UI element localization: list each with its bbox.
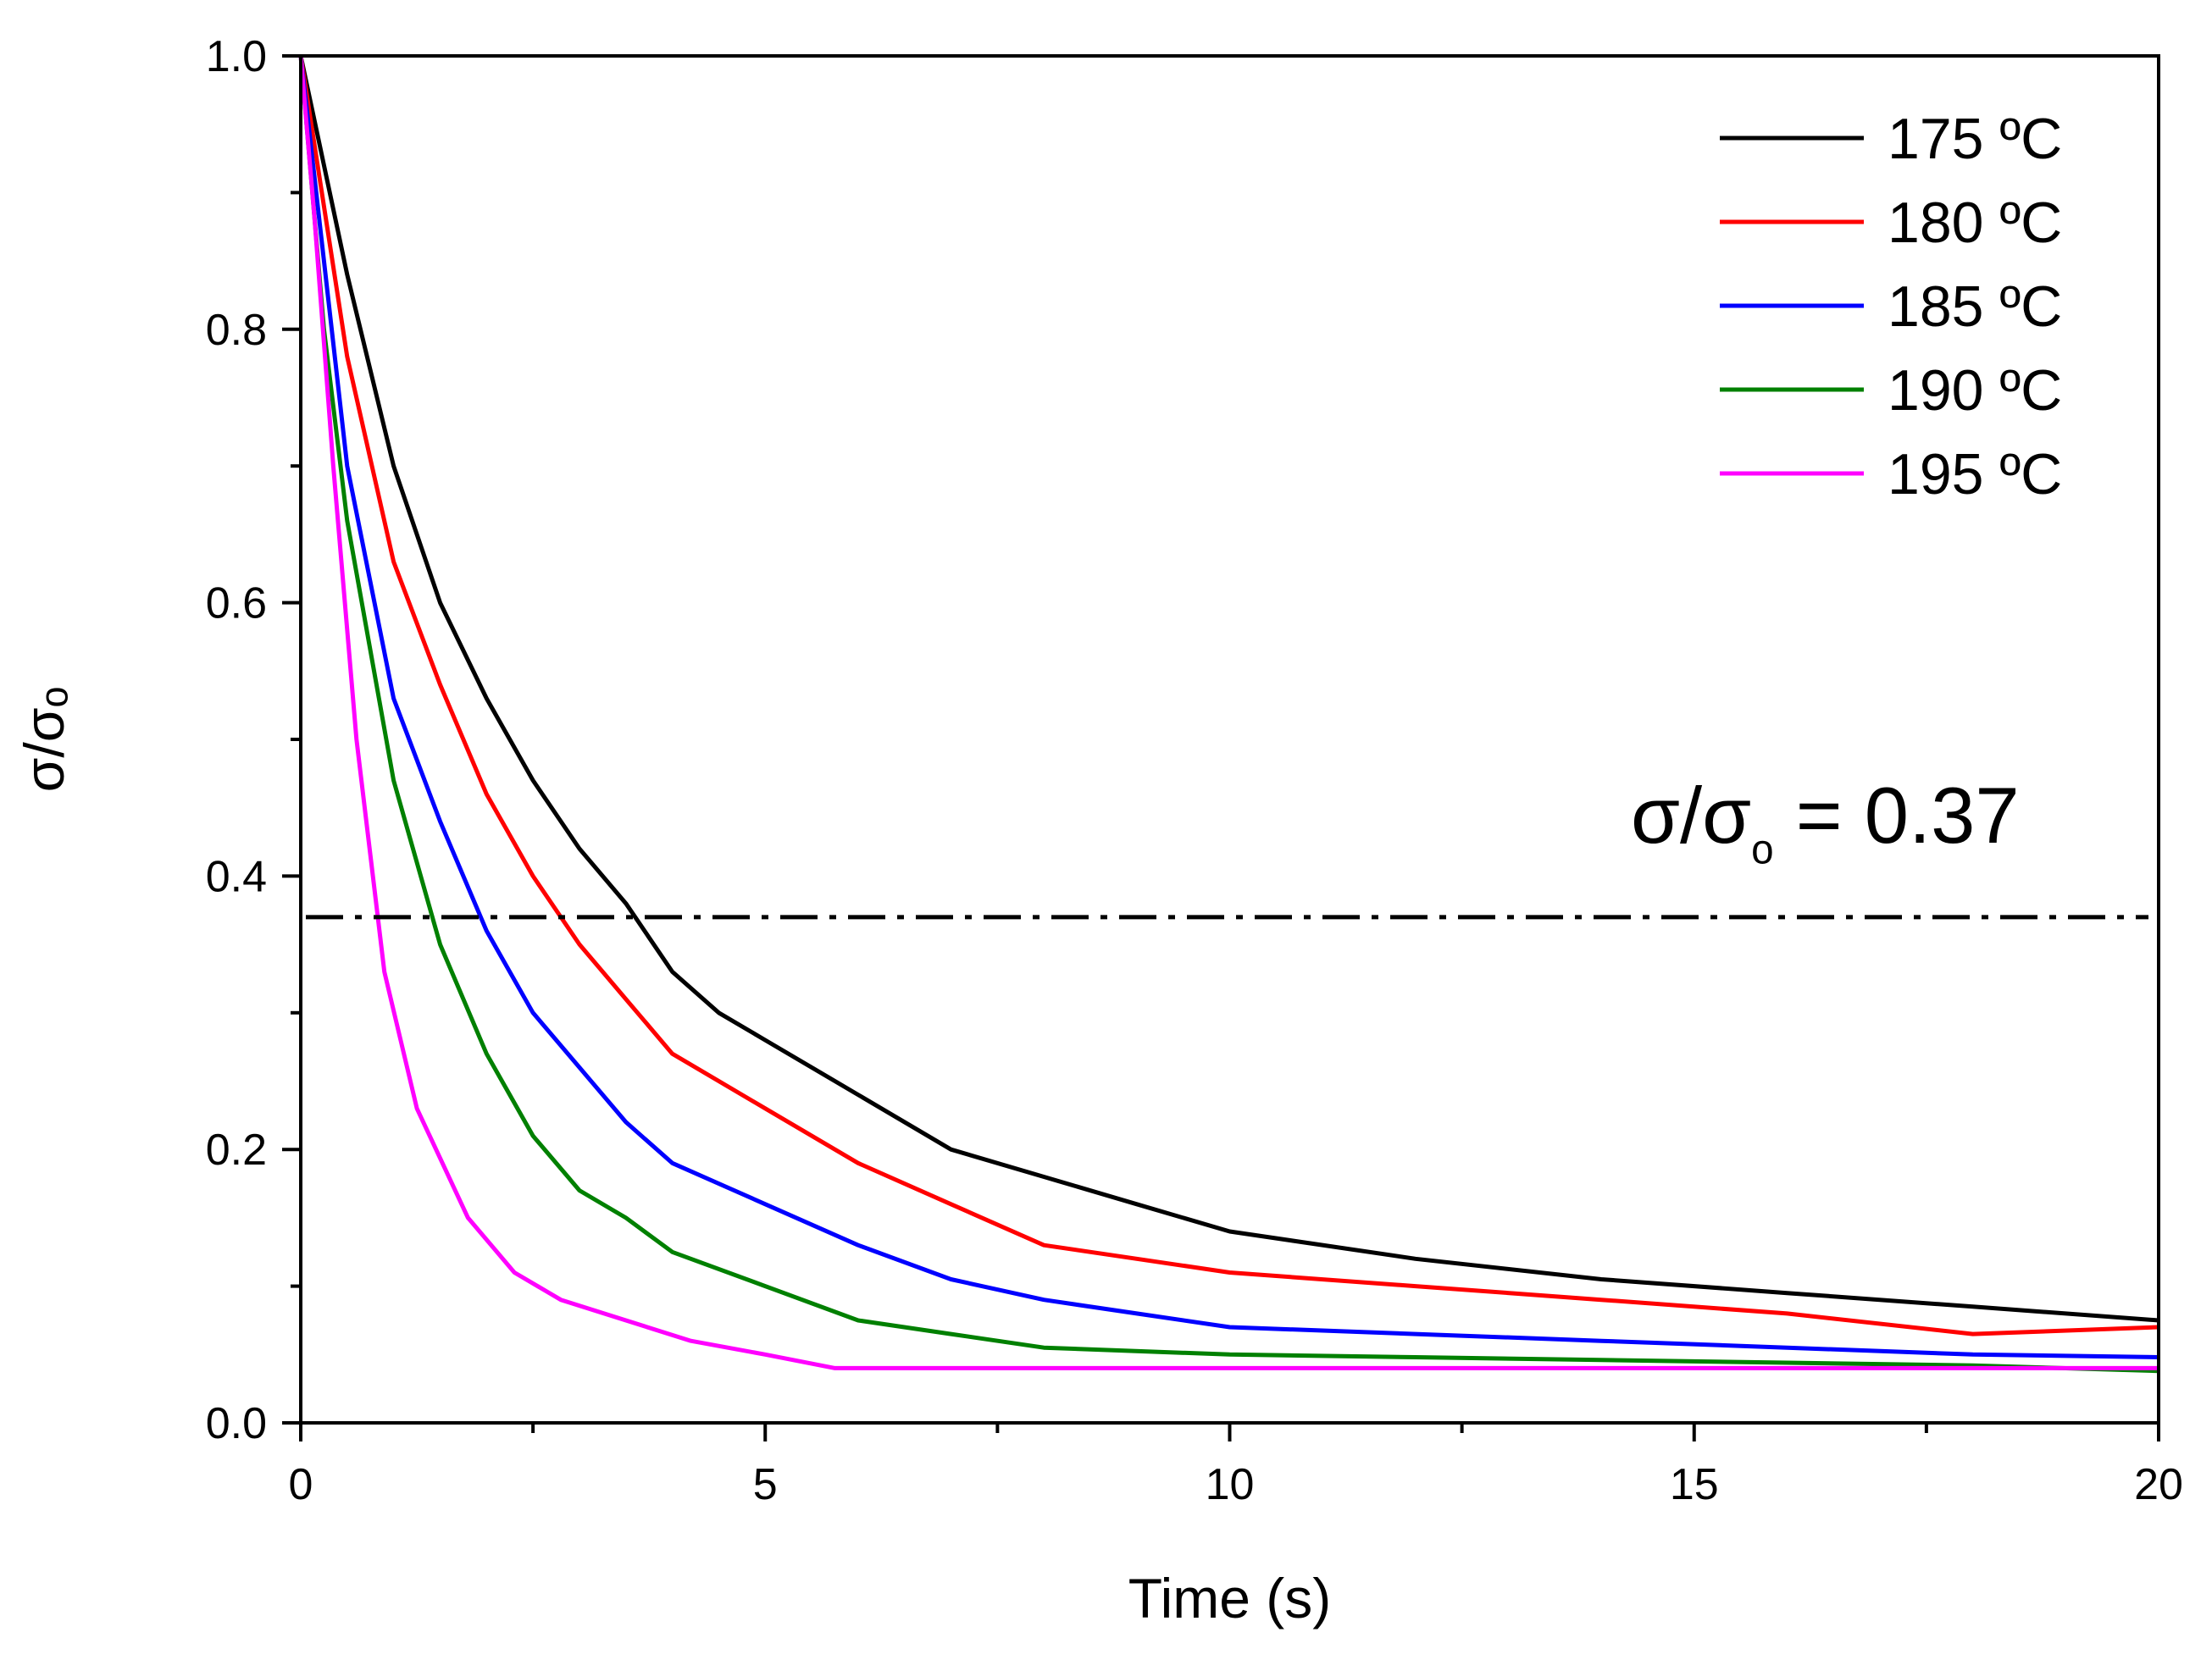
series-line-2 — [298, 55, 2159, 1336]
series-line-3 — [298, 55, 2159, 1359]
annotation-tail: = 0.37 — [1774, 771, 2020, 860]
legend-label-5: 195 ºC — [1888, 442, 2062, 506]
tick-labels-layer: 0 5 10 15 20 0.0 0.2 0.4 0.6 0.8 1.0 — [206, 32, 2183, 1509]
x-tick-label: 5 — [753, 1460, 778, 1509]
x-tick-label: 15 — [1670, 1460, 1719, 1509]
annotation-main: σ/σ — [1631, 771, 1751, 860]
x-tick-label: 0 — [289, 1460, 313, 1509]
threshold-annotation: σ/σₒ = 0.37 — [1631, 771, 2020, 872]
ticks-layer — [282, 54, 2160, 1441]
legend: 175 ºC 180 ºC 185 ºC 190 ºC 195 ºC — [1720, 107, 2062, 506]
series-line-5 — [298, 55, 2159, 1370]
annotation-sub: ₒ — [1751, 806, 1773, 872]
x-axis-title: Time (s) — [1128, 1567, 1332, 1630]
y-axis-title: σ/σₒ — [13, 687, 75, 793]
x-tick-label: 10 — [1206, 1460, 1255, 1509]
y-tick-label: 0.2 — [206, 1126, 267, 1175]
legend-label-4: 190 ºC — [1888, 358, 2062, 423]
y-tick-label: 0.6 — [206, 579, 267, 628]
legend-label-3: 185 ºC — [1888, 274, 2062, 339]
x-tick-label: 20 — [2134, 1460, 2183, 1509]
legend-label-2: 180 ºC — [1888, 191, 2062, 255]
y-tick-label: 0.8 — [206, 306, 267, 355]
y-tick-label: 1.0 — [206, 32, 267, 81]
y-tick-label: 0.4 — [206, 852, 267, 901]
legend-label-1: 175 ºC — [1888, 107, 2062, 171]
series-line-4 — [298, 55, 2159, 1374]
y-tick-label: 0.0 — [206, 1399, 267, 1448]
series-layer — [298, 55, 2159, 1374]
series-line-1 — [298, 55, 2159, 1323]
